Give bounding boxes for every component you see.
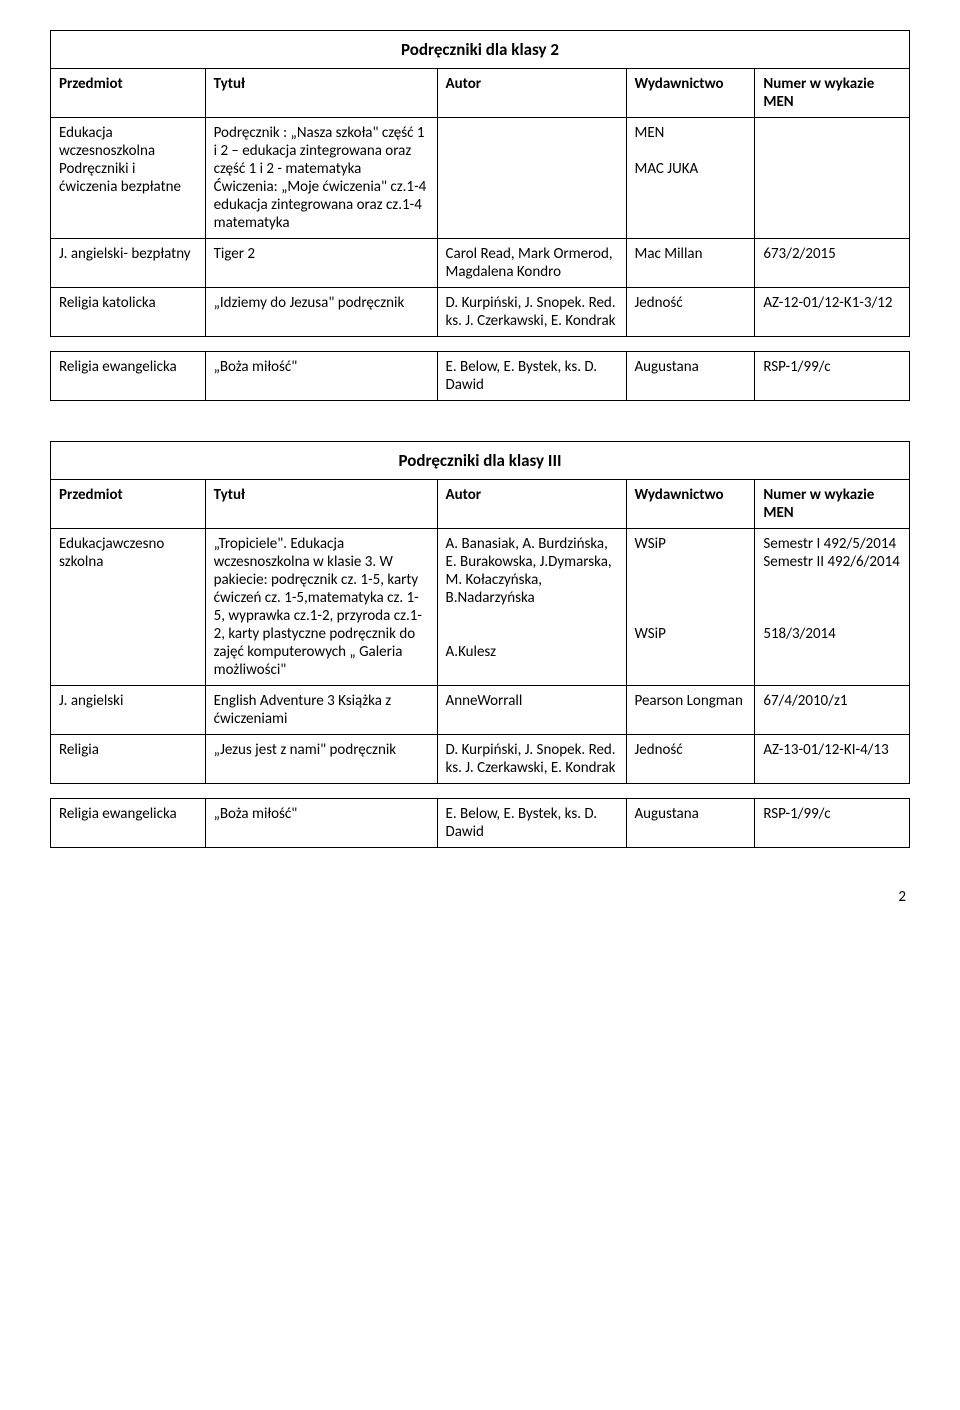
cell-subject: Religia: [51, 735, 206, 784]
header-number: Numer w wykazie MEN: [755, 69, 910, 118]
table-row: J. angielski English Adventure 3 Książka…: [51, 686, 910, 735]
cell-title: „Boża miłość": [205, 799, 437, 848]
cell-publisher: Jedność: [626, 288, 755, 337]
header-subject: Przedmiot: [51, 69, 206, 118]
table-header-row: Przedmiot Tytuł Autor Wydawnictwo Numer …: [51, 480, 910, 529]
table-row: Religia ewangelicka „Boża miłość" E. Bel…: [51, 799, 910, 848]
textbooks-table-1: Przedmiot Tytuł Autor Wydawnictwo Numer …: [50, 68, 910, 337]
header-title: Tytuł: [205, 480, 437, 529]
cell-author: [437, 118, 626, 239]
table-row: Religia „Jezus jest z nami" podręcznik D…: [51, 735, 910, 784]
cell-number: RSP-1/99/c: [755, 799, 910, 848]
cell-publisher: Augustana: [626, 799, 755, 848]
cell-subject: Edukacja wczesnoszkolna Podręczniki i ćw…: [51, 118, 206, 239]
section-title-1: Podręczniki dla klasy 2: [50, 30, 910, 68]
cell-subject: Religia ewangelicka: [51, 799, 206, 848]
cell-subject: Edukacjawczesno szkolna: [51, 529, 206, 686]
table-header-row: Przedmiot Tytuł Autor Wydawnictwo Numer …: [51, 69, 910, 118]
header-publisher: Wydawnictwo: [626, 69, 755, 118]
cell-number: 67/4/2010/z1: [755, 686, 910, 735]
cell-publisher: Augustana: [626, 352, 755, 401]
religia-table-2: Religia ewangelicka „Boża miłość" E. Bel…: [50, 798, 910, 848]
cell-publisher: Jedność: [626, 735, 755, 784]
cell-title: „Idziemy do Jezusa" podręcznik: [205, 288, 437, 337]
cell-author: D. Kurpiński, J. Snopek. Red. ks. J. Cze…: [437, 735, 626, 784]
cell-publisher: MEN MAC JUKA: [626, 118, 755, 239]
religia-table-1: Religia ewangelicka „Boża miłość" E. Bel…: [50, 351, 910, 401]
table-row: Religia ewangelicka „Boża miłość" E. Bel…: [51, 352, 910, 401]
section-title-2: Podręczniki dla klasy III: [50, 441, 910, 479]
cell-publisher: Pearson Longman: [626, 686, 755, 735]
cell-title: Podręcznik : „Nasza szkoła" część 1 i 2 …: [205, 118, 437, 239]
cell-title: Tiger 2: [205, 239, 437, 288]
cell-subject: J. angielski- bezpłatny: [51, 239, 206, 288]
cell-title: „Jezus jest z nami" podręcznik: [205, 735, 437, 784]
cell-author: AnneWorrall: [437, 686, 626, 735]
header-title: Tytuł: [205, 69, 437, 118]
cell-number: Semestr I 492/5/2014 Semestr II 492/6/20…: [755, 529, 910, 686]
header-publisher: Wydawnictwo: [626, 480, 755, 529]
cell-number: RSP-1/99/c: [755, 352, 910, 401]
cell-subject: Religia ewangelicka: [51, 352, 206, 401]
cell-number: AZ-13-01/12-KI-4/13: [755, 735, 910, 784]
cell-subject: Religia katolicka: [51, 288, 206, 337]
cell-author: E. Below, E. Bystek, ks. D. Dawid: [437, 352, 626, 401]
textbooks-table-2: Przedmiot Tytuł Autor Wydawnictwo Numer …: [50, 479, 910, 784]
header-author: Autor: [437, 69, 626, 118]
page-number: 2: [50, 888, 910, 906]
header-number: Numer w wykazie MEN: [755, 480, 910, 529]
cell-title: „Boża miłość": [205, 352, 437, 401]
cell-title: English Adventure 3 Książka z ćwiczeniam…: [205, 686, 437, 735]
cell-author: E. Below, E. Bystek, ks. D. Dawid: [437, 799, 626, 848]
table-row: Edukacjawczesno szkolna „Tropiciele". Ed…: [51, 529, 910, 686]
cell-number: 673/2/2015: [755, 239, 910, 288]
table-row: Edukacja wczesnoszkolna Podręczniki i ćw…: [51, 118, 910, 239]
cell-publisher: WSiP WSiP: [626, 529, 755, 686]
cell-number: [755, 118, 910, 239]
cell-author: A. Banasiak, A. Burdzińska, E. Burakowsk…: [437, 529, 626, 686]
cell-author: Carol Read, Mark Ormerod, Magdalena Kond…: [437, 239, 626, 288]
cell-subject: J. angielski: [51, 686, 206, 735]
table-row: Religia katolicka „Idziemy do Jezusa" po…: [51, 288, 910, 337]
cell-number: AZ-12-01/12-K1-3/12: [755, 288, 910, 337]
cell-publisher: Mac Millan: [626, 239, 755, 288]
cell-author: D. Kurpiński, J. Snopek. Red. ks. J. Cze…: [437, 288, 626, 337]
table-row: J. angielski- bezpłatny Tiger 2 Carol Re…: [51, 239, 910, 288]
cell-title: „Tropiciele". Edukacja wczesnoszkolna w …: [205, 529, 437, 686]
header-subject: Przedmiot: [51, 480, 206, 529]
header-author: Autor: [437, 480, 626, 529]
